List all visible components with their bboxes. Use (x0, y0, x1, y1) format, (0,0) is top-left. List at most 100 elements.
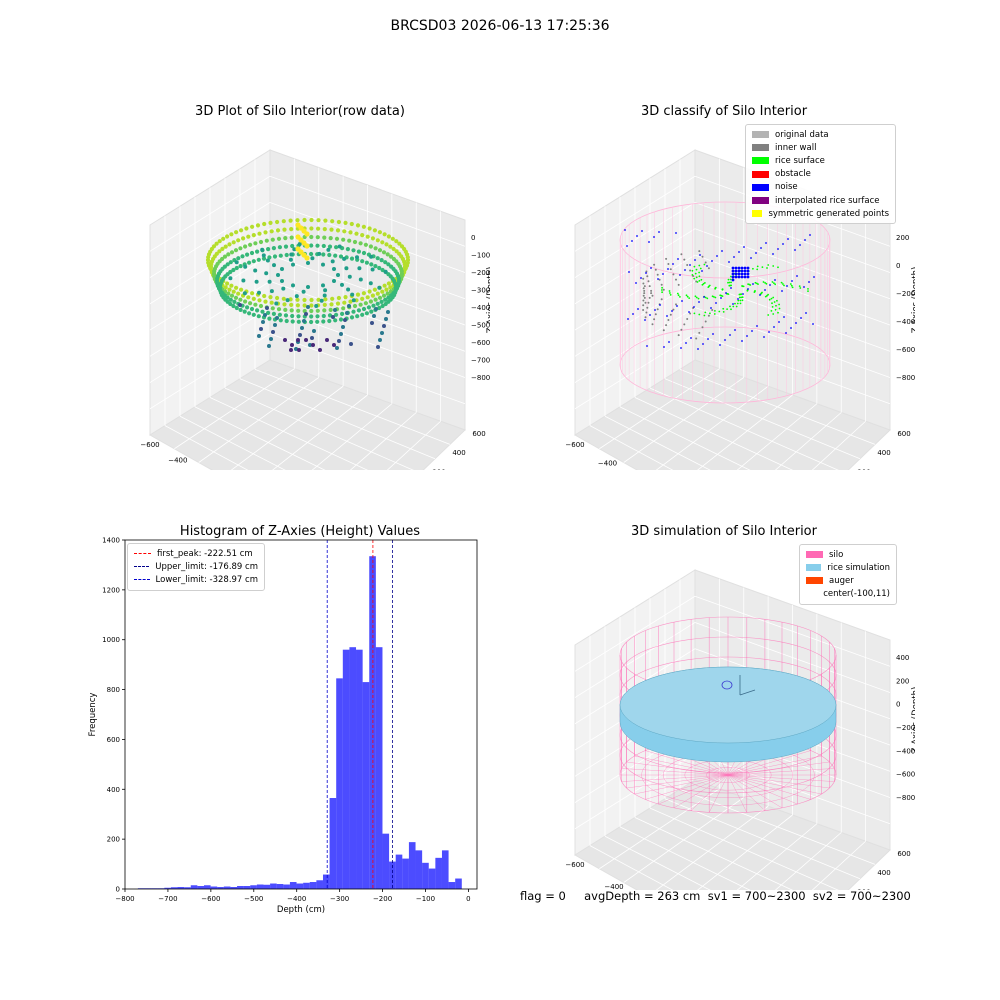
rice-surface-point (746, 289, 749, 292)
z-tick-label: −100 (471, 252, 490, 260)
inner-wall-point (658, 278, 661, 281)
histogram-bar (382, 833, 390, 889)
data-point (376, 345, 380, 349)
inner-wall-point (650, 292, 653, 295)
simulation-plot-title: 3D simulation of Silo Interior (631, 524, 817, 539)
noise-point (764, 289, 766, 291)
data-point (233, 295, 239, 300)
data-point (360, 233, 365, 238)
data-point (247, 311, 252, 316)
data-point (402, 262, 407, 267)
x-tick-label: −600 (565, 441, 584, 449)
histogram-bar (336, 678, 343, 889)
data-point (223, 244, 228, 249)
noise-point (654, 309, 656, 311)
rice-surface-point (734, 302, 736, 305)
data-point (377, 305, 382, 311)
data-point (335, 228, 341, 233)
noise-point (812, 323, 814, 325)
data-point (365, 295, 370, 300)
silo-floor-spoke (727, 774, 822, 795)
noise-point (731, 275, 735, 279)
rice-surface-point (697, 297, 700, 300)
data-point (270, 306, 275, 311)
data-point (304, 231, 310, 237)
histogram-bar (435, 857, 442, 889)
grid-line (254, 369, 451, 445)
grid-line (774, 412, 842, 470)
z-tick-label: 400 (896, 654, 909, 662)
data-point (261, 320, 265, 324)
data-point (300, 326, 304, 330)
data-point (310, 256, 315, 261)
data-point (317, 251, 322, 256)
rice-surface-point (738, 293, 741, 296)
noise-point (765, 242, 767, 244)
silo-floor-spoke (634, 774, 729, 795)
data-point (236, 256, 241, 261)
rice-surface-point (727, 281, 729, 284)
data-point (297, 348, 301, 352)
rice-surface-point (669, 294, 672, 296)
simulation-legend: silo rice simulation auger center(-100,1… (799, 544, 897, 605)
data-point (349, 315, 355, 320)
data-point (309, 314, 314, 319)
noise-point (626, 245, 628, 247)
data-point (243, 244, 248, 249)
data-point (385, 252, 390, 257)
data-point (323, 297, 328, 302)
data-point (214, 251, 219, 256)
data-point (386, 281, 391, 286)
noise-point (740, 272, 744, 276)
noise-point (794, 249, 796, 251)
data-point (341, 237, 346, 242)
data-point (226, 291, 231, 296)
noise-point (746, 275, 750, 279)
center-marker (721, 680, 733, 690)
legend-item-inner-wall: inner wall (752, 141, 889, 154)
data-point (304, 255, 310, 261)
rice-surface-point (711, 295, 714, 298)
noise-point (693, 306, 695, 308)
rice-surface-point (807, 288, 809, 290)
inner-wall-point (656, 308, 659, 311)
legend-swatch (806, 564, 822, 572)
data-point (236, 291, 241, 296)
silo-floor-spoke (626, 774, 729, 789)
data-point (334, 245, 339, 250)
data-point (289, 348, 293, 352)
rice-surface-point (765, 282, 768, 285)
silo-floor-spoke (645, 750, 729, 776)
legend-swatch (752, 210, 763, 218)
data-point (284, 318, 289, 324)
inner-wall-point (698, 331, 701, 334)
data-point (289, 235, 294, 240)
rice-surface-point (696, 281, 699, 283)
legend-item-rice-surface: rice surface (752, 154, 889, 167)
data-point (383, 297, 388, 302)
histogram-bar (184, 887, 191, 889)
legend-swatch (806, 577, 823, 585)
noise-point (743, 272, 747, 276)
z-tick-label: −400 (896, 747, 915, 755)
data-point (388, 254, 394, 259)
rice-surface-point (669, 292, 671, 294)
noise-point (627, 318, 629, 320)
data-point (382, 283, 387, 288)
rice-surface-point (698, 279, 701, 282)
data-point (271, 311, 276, 316)
inner-wall-point (642, 294, 645, 297)
histogram-bar (322, 874, 330, 889)
inner-wall-point (642, 309, 645, 311)
grid-line (811, 840, 866, 890)
inner-wall-point (644, 301, 647, 304)
data-point (304, 312, 308, 316)
grid-line (209, 397, 369, 470)
noise-point (699, 254, 701, 256)
data-point (316, 297, 321, 302)
rice-surface-point (679, 296, 681, 298)
rice-surface-point (770, 297, 773, 300)
silo-floor-spoke (690, 774, 729, 811)
silo-floor-spoke (727, 768, 835, 776)
histogram-plot: −800 −700 −600 −500 −400 −300 −200 −100 0 0 200 400… (88, 537, 478, 915)
